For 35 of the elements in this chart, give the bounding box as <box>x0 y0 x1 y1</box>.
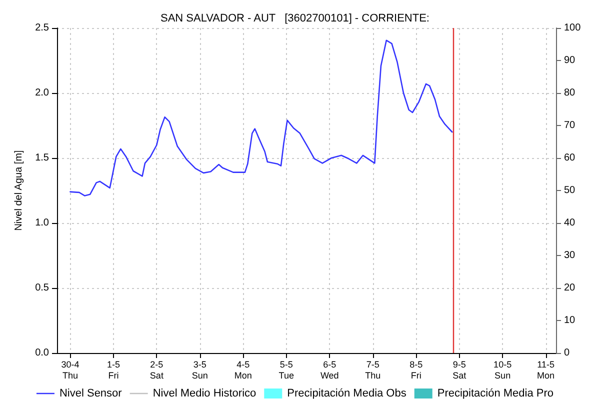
x-tick-label: 5-5 Tue <box>278 360 294 380</box>
x-tick-label: 2-5 Sat <box>150 360 164 380</box>
x-tick-label: 4-5 Mon <box>234 360 252 380</box>
x-tick-label: 8-5 Fri <box>410 360 423 380</box>
x-tick-label: 1-5 Fri <box>106 360 120 380</box>
y2-tick-label: 40 <box>564 218 576 228</box>
y-tick-label: 2.0 <box>35 88 50 98</box>
y-axis-title: Nivel del Agua [m] <box>14 150 25 231</box>
chart-title: SAN SALVADOR - AUT [3602700101] - CORRIENTE: <box>160 12 430 24</box>
legend-label: Nivel Medio Historico <box>152 388 256 400</box>
y-tick-label: 0.0 <box>35 348 50 358</box>
y-tick-label: 1.5 <box>35 152 50 164</box>
x-tick-label: 9-5 Sat <box>452 360 467 380</box>
x-tick-label: 30-4 Thu <box>61 360 80 380</box>
y2-tick-label: 30 <box>564 250 576 261</box>
y2-tick-label: 0 <box>564 348 570 358</box>
x-tick-label: 10-5 Sun <box>494 360 512 380</box>
x-tick-label: 6-5 Wed <box>320 360 339 380</box>
y-tick-label: 1.0 <box>35 218 50 228</box>
y-tick-label: 0.5 <box>35 282 50 294</box>
y2-tick-label: 90 <box>564 55 576 66</box>
legend-label: Nivel Sensor <box>59 388 122 400</box>
x-tick-label: 11-5 Mon <box>537 360 555 380</box>
y2-tick-label: 100 <box>564 22 582 34</box>
x-tick-label: 3-5 Sun <box>192 360 208 380</box>
y2-tick-label: 50 <box>564 185 576 196</box>
legend-label: Precipitación Media Obs <box>287 388 407 400</box>
x-tick-label: 7-5 Thu <box>365 360 381 380</box>
y2-tick-label: 60 <box>564 152 576 164</box>
y-tick-label: 2.5 <box>35 22 50 34</box>
legend-label: Precipitación Media Pro <box>437 388 554 400</box>
y2-tick-label: 70 <box>564 120 576 131</box>
y2-tick-label: 80 <box>564 88 576 98</box>
y2-tick-label: 20 <box>564 282 576 294</box>
y2-tick-label: 10 <box>564 315 576 326</box>
